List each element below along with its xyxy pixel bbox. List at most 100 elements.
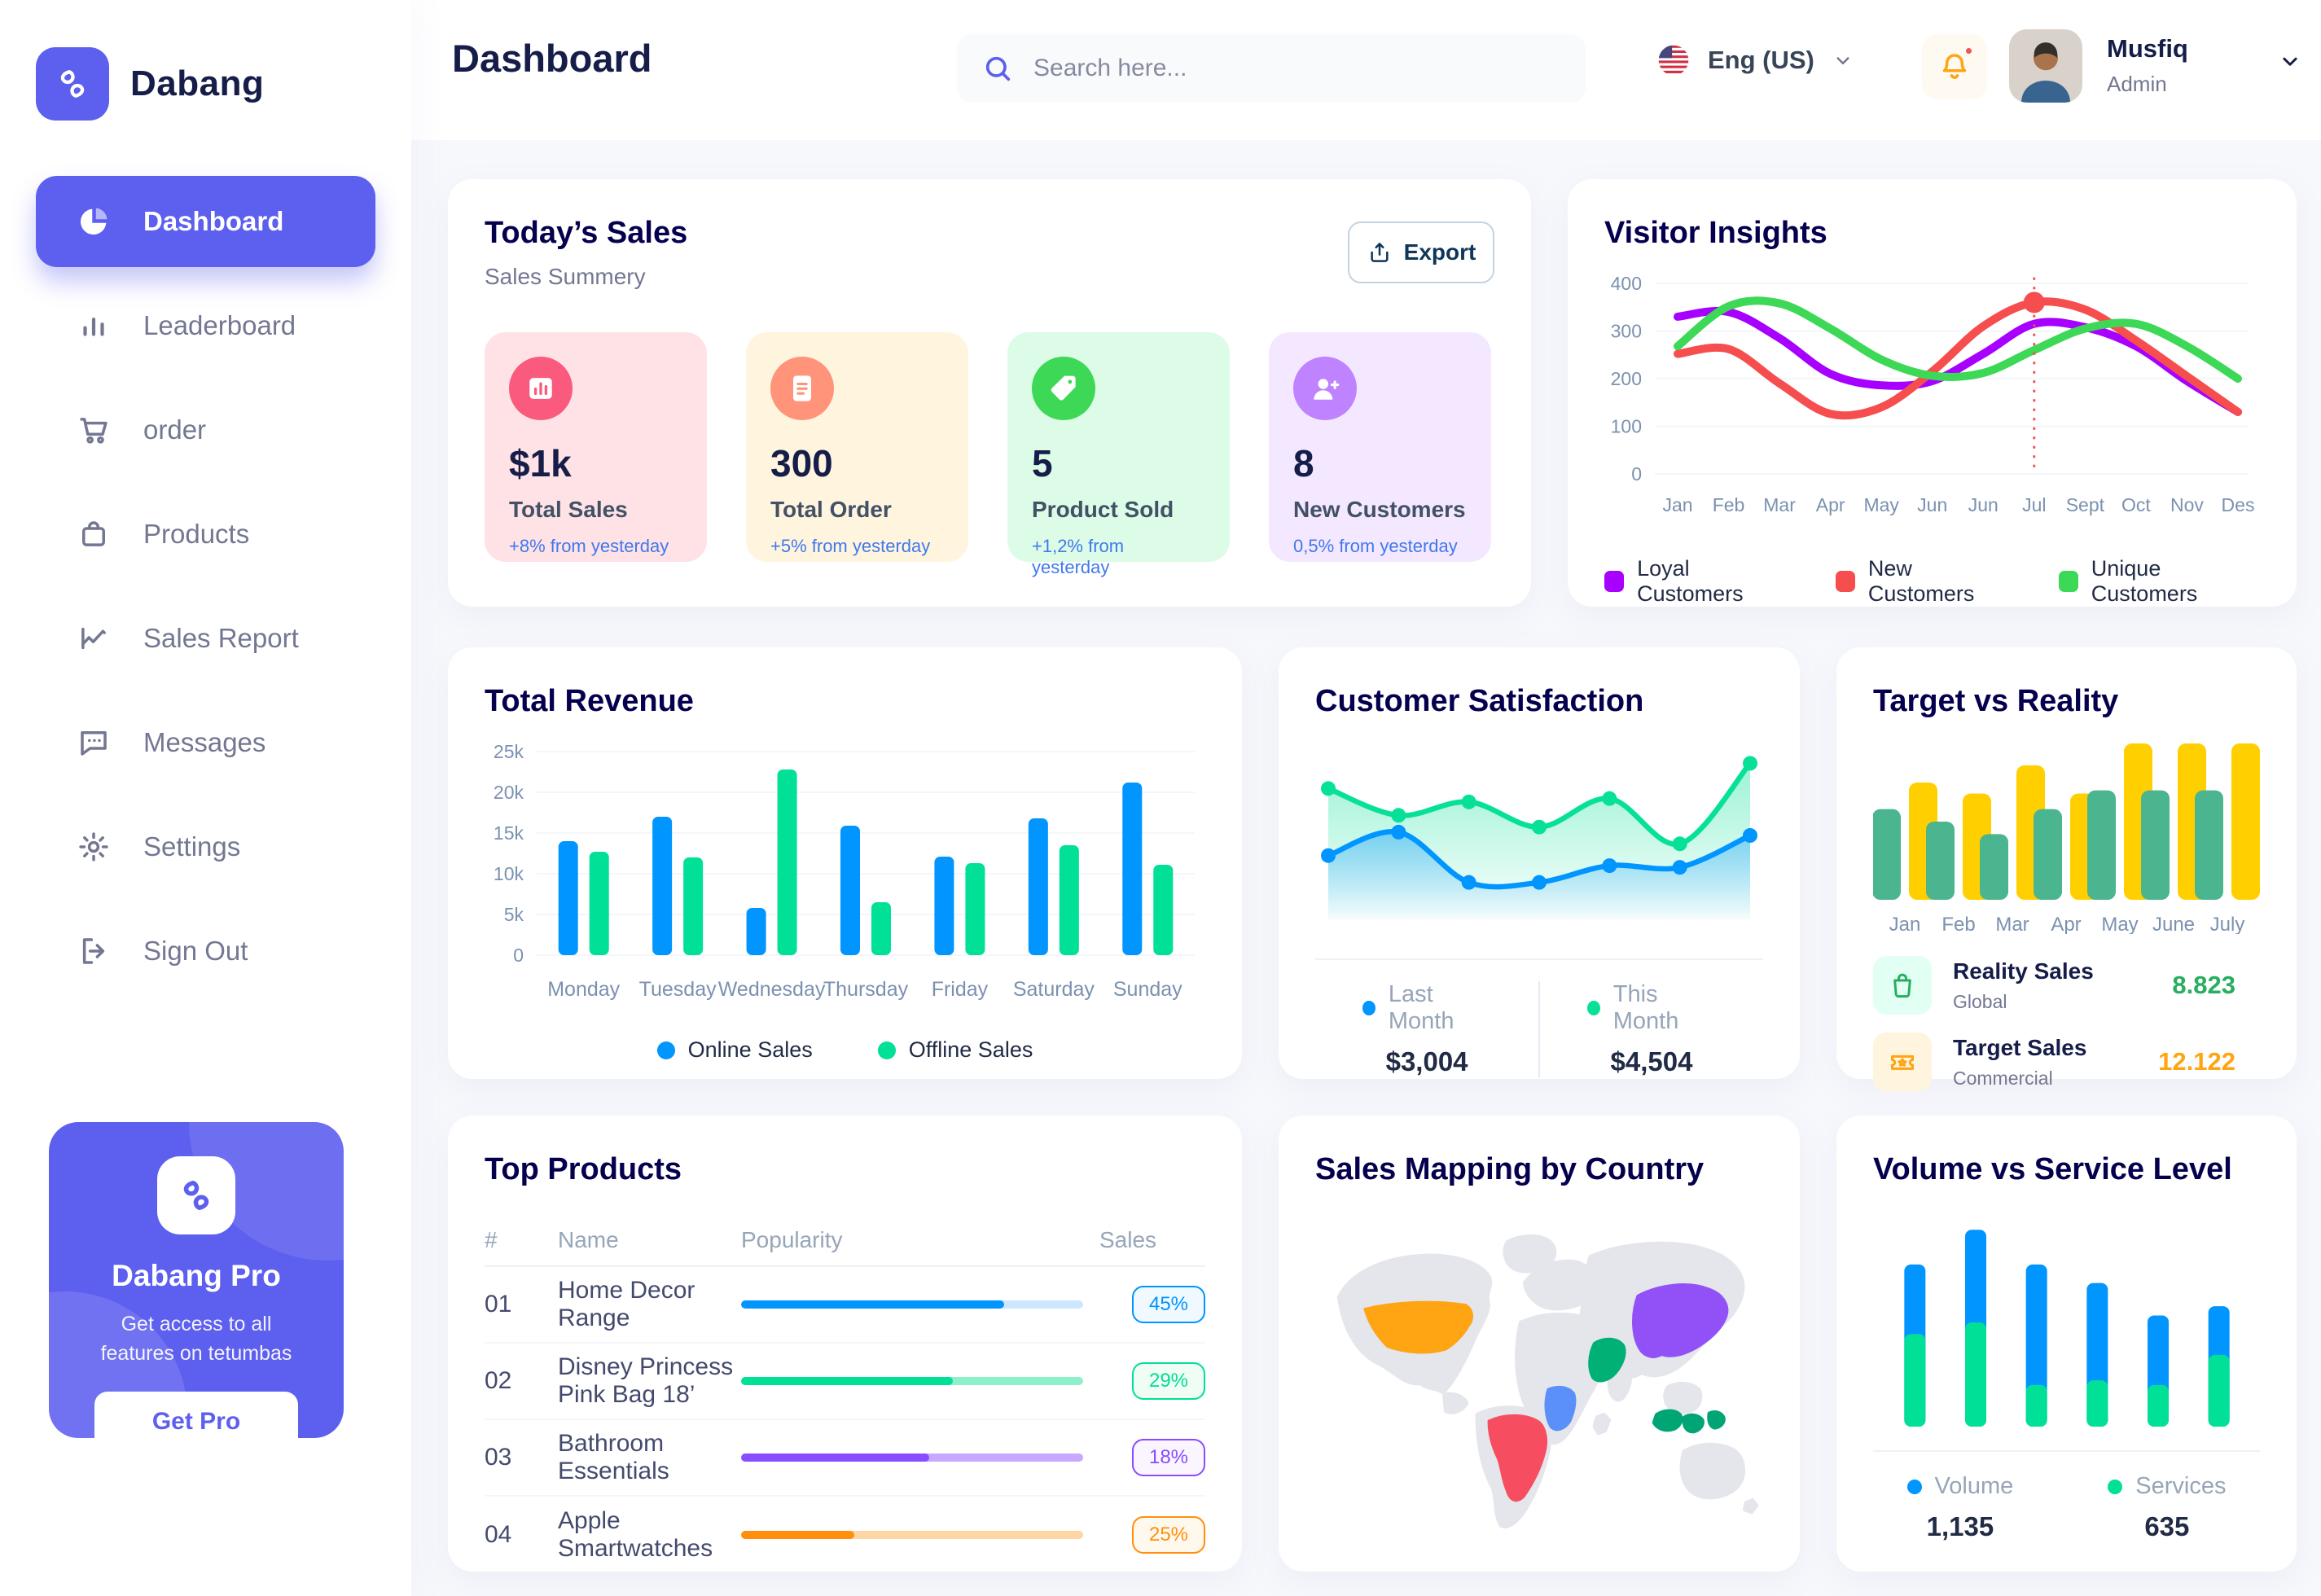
sidebar-item-label: Dashboard bbox=[143, 206, 284, 236]
search-icon bbox=[985, 56, 1011, 81]
loyal-customers-swatch bbox=[1604, 571, 1625, 592]
new-customer-icon bbox=[1293, 357, 1357, 420]
svg-text:July: July bbox=[2210, 914, 2245, 934]
visitor-insights-title: Visitor Insights bbox=[1604, 216, 1827, 250]
sales-badge: 45% bbox=[1132, 1286, 1205, 1323]
map-region-congo bbox=[1544, 1385, 1577, 1432]
svg-text:Sunday: Sunday bbox=[1113, 978, 1182, 1001]
sidebar-item-label: Leaderboard bbox=[143, 310, 296, 340]
offline-sales-swatch bbox=[877, 1041, 896, 1059]
last-month-swatch bbox=[1362, 1001, 1375, 1015]
sidebar-nav: Dashboard Leaderboard order Products Sales R… bbox=[0, 153, 411, 997]
sidebar-item-label: Sign Out bbox=[143, 936, 248, 966]
product-name: Disney Princess Pink Bag 18’ bbox=[558, 1353, 734, 1408]
map-region-china bbox=[1631, 1283, 1729, 1358]
top-products-title: Top Products bbox=[485, 1152, 682, 1186]
divider bbox=[1873, 1450, 2260, 1452]
summary-card-product-sold: 5 Product Sold +1,2% from yesterday bbox=[1007, 332, 1230, 577]
legend-label: Volume bbox=[1934, 1473, 2014, 1499]
notifications-button[interactable] bbox=[1922, 34, 1987, 99]
svg-text:300: 300 bbox=[1611, 321, 1642, 342]
sidebar-item-label: Products bbox=[143, 519, 250, 549]
settings-icon bbox=[79, 832, 108, 862]
divider bbox=[1315, 958, 1763, 960]
online-sales-swatch bbox=[656, 1041, 675, 1059]
search-input[interactable] bbox=[1033, 55, 1561, 82]
summary-label: Total Sales bbox=[509, 497, 628, 522]
signout-icon bbox=[82, 938, 105, 964]
column-num: # bbox=[485, 1227, 498, 1252]
svg-text:Friday: Friday bbox=[932, 978, 989, 1001]
total-revenue-title: Total Revenue bbox=[485, 684, 694, 718]
sidebar-item-leaderboard[interactable]: Leaderboard bbox=[36, 280, 375, 371]
svg-text:Sept: Sept bbox=[2066, 494, 2105, 515]
summary-value: 12.122 bbox=[2158, 1047, 2235, 1076]
svg-text:Nov: Nov bbox=[2170, 494, 2204, 515]
svg-text:10k: 10k bbox=[494, 863, 524, 884]
volume-service-chart bbox=[1904, 1230, 2230, 1427]
product-name: Bathroom Essentials bbox=[558, 1430, 669, 1484]
customer-satisfaction-legend: Last Month $3,004 This Month $4,504 bbox=[1315, 981, 1763, 1077]
sidebar-item-sign-out[interactable]: Sign Out bbox=[36, 905, 375, 997]
sidebar-item-products[interactable]: Products bbox=[36, 489, 375, 580]
svg-text:June: June bbox=[2152, 914, 2195, 934]
last-month-total: $3,004 bbox=[1385, 1046, 1468, 1076]
product-name: Home Decor Range bbox=[558, 1277, 695, 1331]
map-region-saudi bbox=[1588, 1337, 1626, 1383]
svg-text:0: 0 bbox=[1631, 463, 1642, 484]
summary-delta: 0,5% from yesterday bbox=[1293, 536, 1458, 556]
legend-label: Unique Customers bbox=[2091, 556, 2198, 606]
divider bbox=[1538, 981, 1540, 1077]
pro-title: Dabang Pro bbox=[112, 1259, 281, 1292]
svg-text:Des: Des bbox=[2222, 494, 2255, 515]
sidebar-item-messages[interactable]: Messages bbox=[36, 697, 375, 788]
svg-text:5k: 5k bbox=[504, 904, 524, 925]
product-popularity bbox=[741, 1454, 1099, 1462]
sales-badge: 29% bbox=[1132, 1362, 1205, 1400]
language-selector[interactable]: Eng (US) bbox=[1656, 42, 1855, 78]
sidebar-item-sales-report[interactable]: Sales Report bbox=[36, 593, 375, 684]
ticket-icon bbox=[1873, 1033, 1932, 1091]
new-customers-swatch bbox=[1835, 571, 1855, 592]
table-row: 04 Apple Smartwatches 25% bbox=[485, 1497, 1205, 1573]
visitor-insights-legend: Loyal Customers New Customers Unique Cus… bbox=[1604, 556, 2260, 607]
summary-label: New Customers bbox=[1293, 497, 1466, 522]
chevron-down-icon bbox=[1836, 57, 1849, 64]
get-pro-button[interactable]: Get Pro bbox=[94, 1391, 298, 1438]
svg-text:Jun: Jun bbox=[1917, 494, 1947, 515]
services-swatch bbox=[2108, 1479, 2123, 1494]
sidebar-item-label: Messages bbox=[143, 727, 266, 757]
product-popularity bbox=[741, 1377, 1099, 1385]
summary-value: $1k bbox=[509, 442, 572, 484]
leaderboard-icon bbox=[83, 318, 104, 336]
summary-sub: Commercial bbox=[1953, 1067, 2053, 1089]
brand-logo-icon bbox=[36, 47, 109, 121]
reality-sales-summary: Reality Sales Global 8.823 bbox=[1873, 956, 2260, 1015]
sidebar: Dabang Dashboard Leaderboard order Products… bbox=[0, 0, 411, 1596]
svg-text:400: 400 bbox=[1611, 273, 1642, 294]
user-menu-chevron-icon[interactable] bbox=[2276, 47, 2304, 79]
brand-name: Dabang bbox=[130, 64, 265, 103]
sales-badge: 25% bbox=[1132, 1516, 1205, 1554]
user-avatar[interactable] bbox=[2009, 29, 2082, 103]
sidebar-item-settings[interactable]: Settings bbox=[36, 801, 375, 892]
column-name: Name bbox=[558, 1227, 619, 1252]
top-products-card: Top Products # Name Popularity Sales 01 H… bbox=[448, 1116, 1242, 1572]
summary-sub: Global bbox=[1953, 990, 2007, 1012]
target-vs-reality-card: Target vs Reality Jan Feb Mar Apr May June Jul… bbox=[1836, 647, 2297, 1091]
sidebar-item-order[interactable]: order bbox=[36, 384, 375, 476]
total-revenue-legend: Online Sales Offline Sales bbox=[485, 1037, 1205, 1063]
table-header: # Name Popularity Sales bbox=[485, 1215, 1205, 1267]
this-month-total: $4,504 bbox=[1610, 1046, 1693, 1076]
shopping-bag-icon bbox=[1873, 956, 1932, 1015]
todays-sales-card: Today’s Sales Sales Summery Export $1k To… bbox=[448, 179, 1531, 607]
export-button[interactable]: Export bbox=[1348, 221, 1494, 283]
sidebar-item-dashboard[interactable]: Dashboard bbox=[36, 176, 375, 267]
legend-label: Online Sales bbox=[687, 1037, 813, 1062]
user-name: Musfiq bbox=[2107, 34, 2188, 63]
summary-label: Reality Sales bbox=[1953, 958, 2094, 984]
user-role: Admin bbox=[2107, 72, 2167, 96]
table-row: 02 Disney Princess Pink Bag 18’ 29% bbox=[485, 1344, 1205, 1420]
svg-text:0: 0 bbox=[513, 945, 524, 966]
summary-value: 5 bbox=[1032, 442, 1053, 484]
